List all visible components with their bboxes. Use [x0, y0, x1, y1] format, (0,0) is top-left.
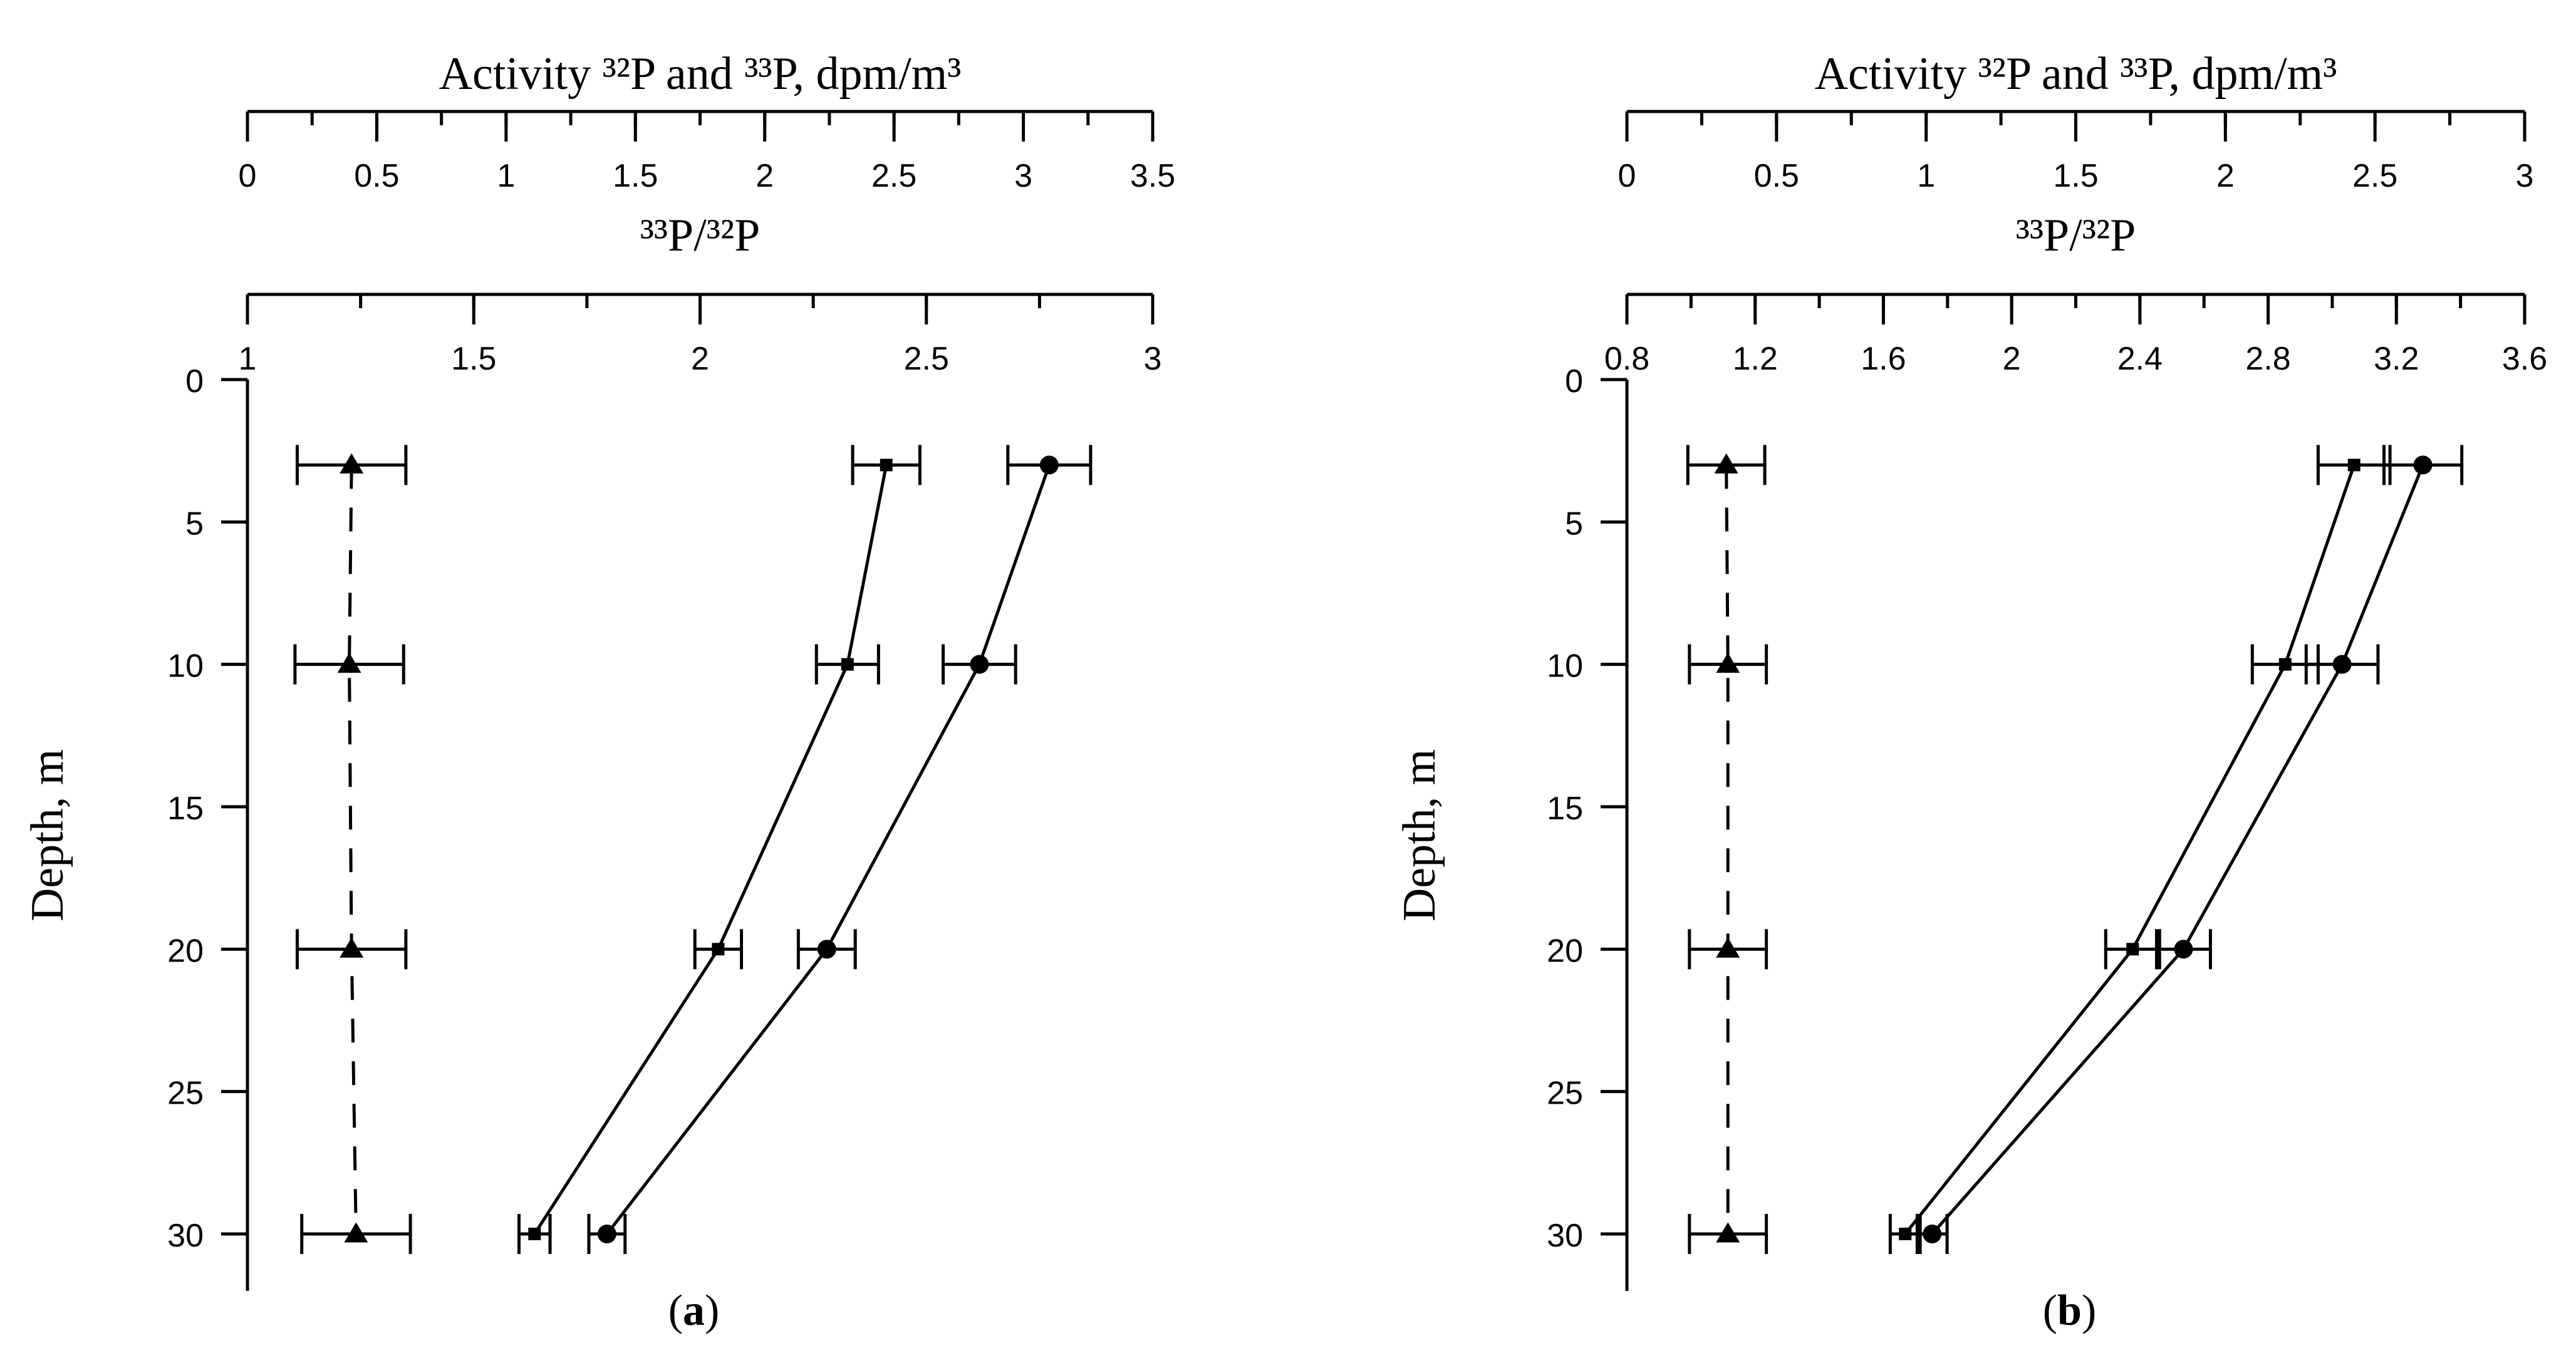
panel-label-letter: b — [2057, 1287, 2082, 1335]
data-point-square — [841, 658, 854, 671]
chart-panel-a: Activity ³²P and ³³P, dpm/m³ 0 0.5 1 1.5 2 2.5… — [22, 48, 1175, 1335]
data-point-square — [2347, 459, 2360, 472]
panel-label-close-paren: ) — [705, 1287, 719, 1335]
ratio-axis-tick-label: 3.2 — [2374, 341, 2419, 377]
ratio-axis-tick-label: 1.5 — [451, 341, 496, 377]
activity-axis-tick-label: 0.5 — [1754, 158, 1799, 194]
data-point-triangle — [344, 1222, 368, 1243]
ratio-axis-tick-label: 2.5 — [904, 341, 949, 377]
data-point-square — [880, 459, 893, 472]
ratio-axis-tick-label: 2.4 — [2117, 341, 2163, 377]
depth-axis-tick-label: 10 — [1547, 648, 1583, 685]
panel-label: (b) — [2043, 1287, 2097, 1335]
series-line — [533, 464, 888, 1235]
data-point-triangle — [340, 453, 364, 474]
activity-axis-title: Activity ³²P and ³³P, dpm/m³ — [1815, 48, 2337, 100]
depth-axis-tick-label: 0 — [185, 363, 204, 400]
ratio-axis-tick-label: 3 — [1144, 341, 1162, 377]
activity-axis-tick-label: 1.5 — [2053, 158, 2098, 194]
depth-axis-tick-label: 10 — [167, 648, 204, 685]
activity-axis-tick-label: 0.5 — [354, 158, 399, 194]
ratio-axis-tick-label: 1.6 — [1861, 341, 1906, 377]
ratio-axis-title: ³³P/³²P — [640, 210, 761, 261]
ratio-axis-tick-label: 2 — [2003, 341, 2021, 377]
depth-axis-title: Depth, m — [22, 749, 73, 921]
panel-label-open-paren: ( — [668, 1287, 683, 1335]
depth-axis-tick-label: 30 — [1547, 1218, 1583, 1254]
data-point-triangle — [1716, 653, 1740, 673]
series-square — [1888, 445, 2392, 1254]
data-point-square — [2126, 943, 2139, 956]
panel-label-letter: a — [683, 1287, 705, 1335]
series-line — [1725, 465, 1730, 1234]
data-point-circle — [2413, 455, 2433, 475]
data-point-square — [528, 1228, 541, 1240]
panel-label-open-paren: ( — [2043, 1287, 2057, 1335]
depth-axis-tick-label: 30 — [167, 1218, 204, 1254]
depth-axis-tick-label: 5 — [1565, 505, 1583, 542]
series-circle — [587, 445, 1093, 1254]
activity-axis-tick-label: 2 — [2216, 158, 2235, 194]
series-circle — [1915, 445, 2464, 1254]
series-line — [1931, 464, 2424, 1235]
depth-axis-tick-label: 0 — [1565, 363, 1583, 400]
activity-axis-tick-label: 0 — [1618, 158, 1636, 194]
ratio-axis-tick-label: 0.8 — [1604, 341, 1649, 377]
activity-axis-tick-label: 3 — [1014, 158, 1032, 194]
ratio-axis-title: ³³P/³²P — [2016, 210, 2136, 261]
ratio-axis-tick-label: 3.6 — [2502, 341, 2547, 377]
ratio-axis-tick-label: 2 — [691, 341, 709, 377]
depth-axis-tick-label: 20 — [1547, 933, 1583, 969]
activity-axis-tick-label: 1 — [497, 158, 515, 194]
data-point-circle — [1923, 1225, 1942, 1243]
data-point-circle — [1039, 455, 1059, 475]
depth-axis-title: Depth, m — [1394, 749, 1445, 921]
data-point-circle — [597, 1225, 616, 1243]
activity-axis-tick-label: 1 — [1917, 158, 1935, 194]
data-point-circle — [2332, 655, 2352, 674]
activity-axis-tick-label: 0 — [239, 158, 257, 194]
data-point-circle — [2174, 940, 2193, 959]
data-point-square — [1899, 1228, 1912, 1240]
activity-axis-tick-label: 2.5 — [2352, 158, 2397, 194]
depth-axis-tick-label: 25 — [167, 1075, 204, 1112]
series-line — [605, 464, 1051, 1235]
data-point-triangle — [340, 937, 364, 958]
activity-axis-tick-label: 2 — [756, 158, 774, 194]
chart-panel-b: Activity ³²P and ³³P, dpm/m³ 0 0.5 1 1.5 2 2.5… — [1394, 48, 2547, 1335]
series-triangle — [1686, 445, 1768, 1254]
ratio-axis-tick-label: 2.8 — [2245, 341, 2290, 377]
activity-axis-tick-label: 1.5 — [613, 158, 658, 194]
depth-axis-tick-label: 15 — [1547, 790, 1583, 827]
ratio-axis-tick-label: 1 — [239, 341, 257, 377]
depth-axis-tick-label: 25 — [1547, 1075, 1583, 1112]
data-point-circle — [970, 655, 989, 674]
activity-axis-tick-label: 2.5 — [871, 158, 917, 194]
data-point-triangle — [1716, 937, 1740, 958]
ratio-axis-tick-label: 1.2 — [1733, 341, 1778, 377]
series-line — [1904, 464, 2356, 1235]
data-point-circle — [817, 940, 836, 959]
depth-axis-tick-label: 20 — [167, 933, 204, 969]
data-point-square — [712, 943, 725, 956]
data-point-square — [2278, 658, 2292, 671]
series-triangle — [293, 445, 412, 1254]
data-point-triangle — [1716, 1222, 1740, 1243]
activity-axis-tick-label: 3.5 — [1130, 158, 1175, 194]
activity-axis-title: Activity ³²P and ³³P, dpm/m³ — [439, 48, 962, 100]
series-line — [348, 465, 358, 1235]
depth-axis-tick-label: 15 — [167, 790, 204, 827]
data-point-triangle — [337, 653, 361, 673]
data-point-triangle — [1714, 453, 1738, 474]
series-square — [517, 445, 922, 1254]
panel-label: (a) — [668, 1287, 720, 1335]
activity-axis-tick-label: 3 — [2516, 158, 2534, 194]
depth-axis-tick-label: 5 — [185, 505, 204, 542]
panel-label-close-paren: ) — [2082, 1287, 2096, 1335]
